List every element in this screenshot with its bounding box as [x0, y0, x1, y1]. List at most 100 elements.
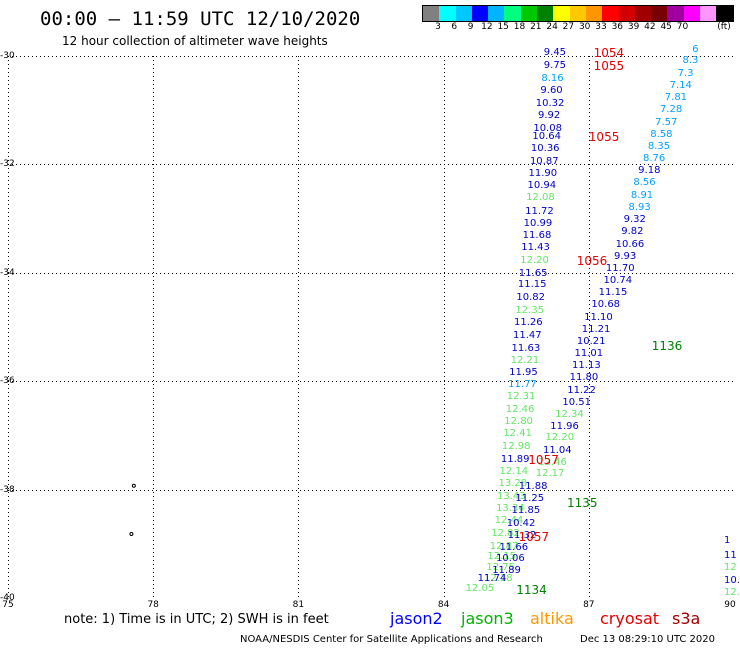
- color-scale-tick: 15: [497, 22, 509, 32]
- swh-value: 10.87: [529, 155, 559, 167]
- swh-value: 13.43: [497, 490, 526, 502]
- color-scale-tick: 21: [530, 22, 542, 32]
- map-grid: [8, 56, 735, 599]
- color-scale-tick: 27: [562, 22, 575, 32]
- pass-time-label: 1055: [593, 58, 625, 73]
- swh-value: 11.88: [518, 480, 548, 492]
- color-swatch: [700, 6, 717, 21]
- longitude-label: 81: [292, 600, 305, 610]
- longitude-label: 84: [437, 600, 450, 610]
- swh-value: 11.90: [528, 168, 558, 180]
- swh-value: 8.56: [633, 177, 656, 189]
- color-swatch: [553, 6, 570, 21]
- color-scale-tick: 33: [595, 22, 607, 32]
- color-scale-tick: 9: [467, 22, 474, 32]
- color-scale-tick: 36: [611, 22, 624, 32]
- swh-value: 10.36: [530, 143, 560, 155]
- swh-value: 11.22: [567, 384, 596, 396]
- swh-value: 12: [724, 562, 737, 574]
- color-swatch: [602, 6, 619, 21]
- swh-value: 11.15: [517, 279, 547, 291]
- latitude-label: -34: [0, 267, 15, 278]
- swh-value: 7.28: [659, 104, 683, 116]
- swh-value: 9.75: [543, 59, 567, 71]
- swh-value: 7.57: [655, 116, 678, 128]
- swh-value: 12.46: [505, 403, 535, 415]
- swh-value: 11.01: [574, 348, 604, 360]
- swh-value: 8.3: [682, 55, 699, 67]
- swh-value: 10.08: [533, 123, 562, 135]
- footer-timestamp: Dec 13 08:29:10 UTC 2020: [580, 634, 715, 645]
- swh-value: 7.3: [677, 67, 694, 79]
- swh-value: 12.98: [501, 441, 531, 453]
- swh-value: 10.74: [603, 274, 633, 286]
- longitude-label: 90: [724, 600, 736, 610]
- swh-value: 8.93: [628, 201, 651, 213]
- latitude-label: -38: [0, 484, 15, 495]
- swh-value: 12.20: [520, 254, 549, 266]
- swh-value: 12.80: [504, 415, 533, 427]
- chart-title: 00:00 – 11:59 UTC 12/10/2020: [40, 8, 361, 30]
- color-swatch: [520, 6, 538, 21]
- satellite-legend-item: cryosat: [600, 609, 660, 628]
- island-marker: [131, 483, 136, 488]
- swh-value: 12.82: [491, 528, 520, 540]
- color-scale-tick: 6: [451, 22, 458, 32]
- swh-value: 11.21: [581, 323, 611, 335]
- swh-value: 10.94: [527, 180, 557, 192]
- swh-value: 12.14: [499, 466, 529, 478]
- swh-value: 11.89: [500, 453, 530, 465]
- color-scale-tick: 70: [676, 22, 689, 32]
- swh-value: 7.81: [664, 92, 688, 104]
- swh-value: 11.25: [515, 492, 545, 504]
- swh-value: 11.65: [518, 267, 548, 279]
- swh-value: 9.60: [540, 85, 563, 97]
- satellite-legend-item: s3a: [672, 609, 701, 628]
- swh-value: 11.47: [513, 329, 542, 341]
- color-scale-tick: 3: [435, 22, 441, 32]
- island-marker: [129, 532, 134, 537]
- color-scale-tick: 45: [660, 22, 672, 32]
- swh-value: 11.74: [477, 573, 507, 585]
- swh-value: 8.16: [541, 72, 564, 84]
- swh-value: 1: [724, 535, 731, 547]
- chart-subtitle: 12 hour collection of altimeter wave hei…: [62, 34, 328, 48]
- swh-value: 6: [692, 43, 699, 55]
- swh-value: 10.42: [506, 517, 536, 529]
- color-scale-tick: 39: [627, 22, 640, 32]
- map-plot-area: 9.45 9.75 8.16 9.60 10.32 9.92 10.08 10.64 10.36…: [8, 44, 740, 599]
- color-swatch: [537, 6, 554, 21]
- swh-value: 12.46: [538, 456, 567, 468]
- color-swatch: [667, 6, 684, 21]
- color-swatch: [439, 6, 456, 21]
- swh-value: 11.70: [605, 263, 635, 274]
- footer-credit: NOAA/NESDIS Center for Satellite Applica…: [240, 634, 543, 645]
- swh-value: 12.35: [515, 304, 545, 316]
- swh-value: 10.32: [535, 97, 565, 109]
- swh-value: 12.15: [487, 551, 516, 563]
- swh-value: 11.26: [513, 317, 543, 329]
- swh-value: 10.21: [576, 336, 606, 348]
- swh-value: 8.91: [630, 189, 654, 201]
- latitude-label: -30: [0, 51, 15, 61]
- color-swatch: [455, 6, 472, 21]
- longitude-label: 78: [147, 600, 159, 610]
- swh-value: 10.51: [562, 396, 592, 408]
- swh-value: 11.85: [511, 505, 541, 517]
- swh-value: 9.32: [623, 214, 646, 226]
- swh-value: 8.58: [650, 128, 673, 140]
- swh-value: 10.64: [532, 131, 562, 143]
- swh-value: 12.08: [526, 192, 555, 203]
- swh-value: 8.35: [647, 141, 671, 153]
- latitude-label: -32: [0, 159, 15, 170]
- color-swatch: [569, 6, 586, 21]
- color-scale-bar: [422, 5, 734, 22]
- color-swatch: [683, 6, 701, 21]
- satellite-legend-item: altika: [530, 609, 574, 628]
- swh-value: 11.95: [509, 367, 538, 379]
- longitude-label: 75: [2, 600, 14, 610]
- swh-value: 11.72: [525, 205, 554, 217]
- color-swatch: [716, 6, 733, 21]
- pass-time-label: 1054: [593, 46, 625, 61]
- swh-value: 12.17: [535, 468, 565, 480]
